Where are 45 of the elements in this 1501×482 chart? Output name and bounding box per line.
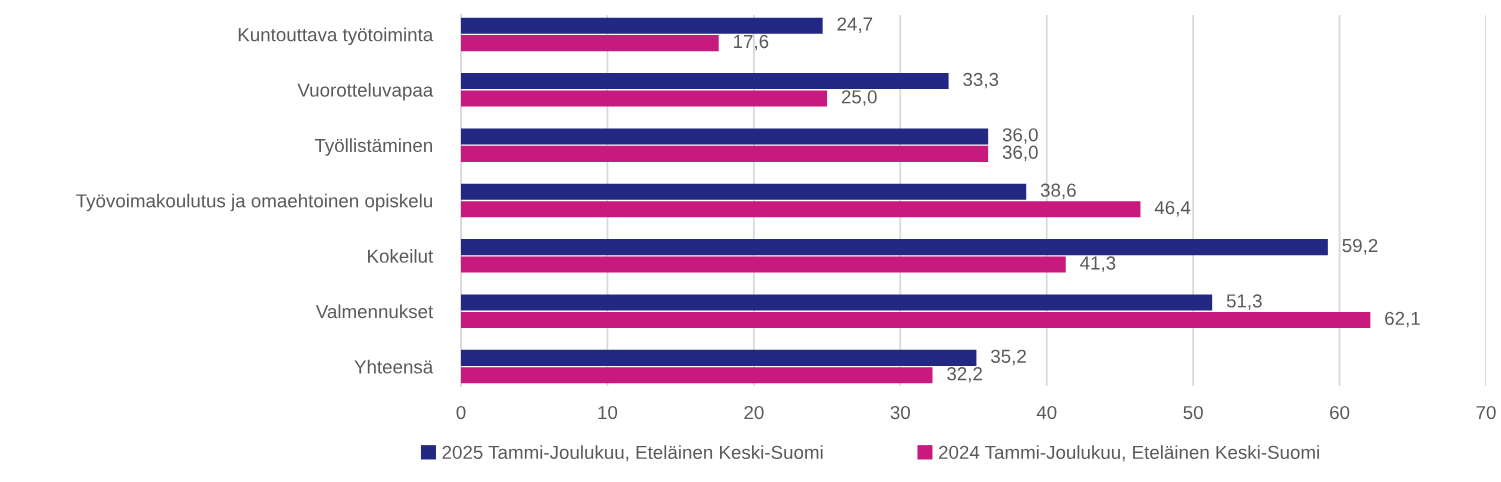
data-label: 36,0 <box>1002 128 1038 144</box>
bar <box>461 73 949 90</box>
data-label: 62,1 <box>1385 311 1420 328</box>
data-label: 46,4 <box>1154 200 1191 217</box>
x-tick-label: 20 <box>744 405 764 420</box>
bar <box>461 239 1328 256</box>
data-label: 51,3 <box>1226 294 1262 310</box>
bar <box>461 90 828 107</box>
data-label: 59,2 <box>1342 238 1378 255</box>
bar <box>461 311 1371 328</box>
x-tick-label: 40 <box>1036 405 1057 420</box>
data-label: 35,2 <box>991 349 1026 366</box>
x-tick-label: 70 <box>1476 405 1496 420</box>
y-tick-label: Työllistäminen <box>314 138 433 156</box>
y-tick-label: Yhteensä <box>354 359 434 374</box>
data-label: 36,0 <box>1002 145 1038 162</box>
data-label: 33,3 <box>963 72 999 89</box>
bar <box>461 201 1141 218</box>
legend-label: 2025 Tammi-Joulukuu, Eteläinen Keski-Suomi <box>442 445 823 462</box>
y-tick-label: Valmennukset <box>315 304 434 319</box>
bar <box>461 256 1066 273</box>
x-tick-label: 50 <box>1183 405 1203 420</box>
bar <box>461 349 977 366</box>
y-tick-label: Vuorotteluvapaa <box>297 82 434 101</box>
x-tick-label: 30 <box>890 405 910 420</box>
bar <box>461 17 823 34</box>
bar <box>461 35 719 52</box>
data-label: 17,6 <box>734 34 769 51</box>
x-tick-label: 60 <box>1330 405 1350 420</box>
y-tick-label: Kuntouttava työtoiminta <box>238 27 434 46</box>
data-label: 38,6 <box>1040 183 1076 200</box>
data-label: 25,0 <box>841 90 877 106</box>
bar <box>461 294 1213 311</box>
data-label: 41,3 <box>1080 256 1116 272</box>
data-label: 24,7 <box>837 17 873 33</box>
bar <box>461 128 989 145</box>
bar <box>461 183 1027 200</box>
x-tick-label: 10 <box>598 405 618 420</box>
y-tick-label: Työvoimakoulutus ja omaehtoinen opiskelu <box>76 193 432 212</box>
bar <box>461 145 989 162</box>
legend-label: 2024 Tammi-Joulukuu, Eteläinen Keski-Suomi <box>939 445 1319 462</box>
x-tick-label: 0 <box>456 405 466 420</box>
y-tick-label: Kokeilut <box>368 249 434 263</box>
data-label: 32,2 <box>947 367 982 383</box>
bar <box>461 367 933 384</box>
